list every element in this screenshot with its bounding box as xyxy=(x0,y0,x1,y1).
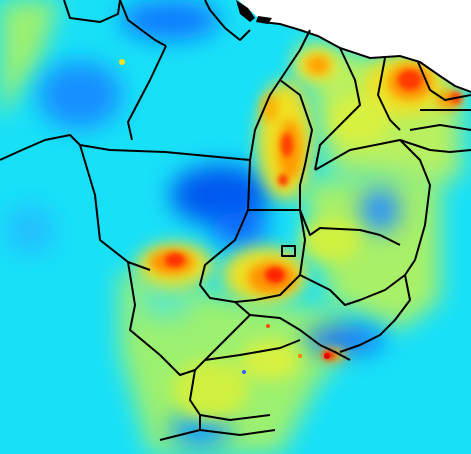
state-borders xyxy=(0,0,471,441)
coastline xyxy=(261,21,471,93)
